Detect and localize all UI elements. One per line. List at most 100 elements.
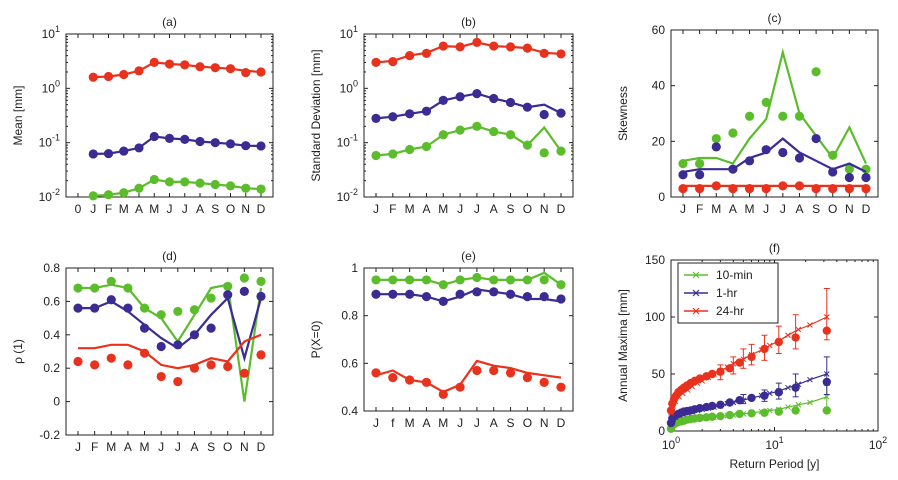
observed-point-blue xyxy=(716,400,725,409)
data-point-blue xyxy=(210,138,220,148)
data-point-red xyxy=(388,57,398,67)
data-point-green xyxy=(489,126,499,137)
data-point-green xyxy=(73,283,83,293)
data-point-red xyxy=(90,360,100,370)
observed-point-blue xyxy=(695,404,705,413)
data-point-blue xyxy=(173,340,183,350)
x-tick-label: J xyxy=(780,202,786,216)
data-point-green xyxy=(472,121,482,131)
panel-title: (c) xyxy=(768,11,782,25)
x-tick-label: M xyxy=(438,202,448,216)
x-tick-label: 102 xyxy=(869,435,887,452)
data-point-red xyxy=(438,41,448,51)
data-point-green xyxy=(388,149,398,159)
data-point-red xyxy=(173,376,183,387)
data-point-blue xyxy=(73,303,83,313)
data-point-green xyxy=(223,281,233,291)
data-point-red xyxy=(223,361,233,372)
observed-point-red xyxy=(725,364,735,373)
x-tick-label: M xyxy=(149,202,159,216)
series-line-blue xyxy=(682,137,867,173)
y-axis-label: Skewness xyxy=(616,86,630,141)
x-tick-label: F xyxy=(105,202,112,216)
data-point-blue xyxy=(522,102,532,112)
observed-point-green xyxy=(716,411,725,421)
data-point-red xyxy=(844,184,854,194)
y-tick-label: 0.4 xyxy=(43,328,60,342)
observed-point-blue xyxy=(774,388,783,397)
data-point-red xyxy=(794,181,805,191)
data-point-green xyxy=(539,148,549,158)
data-point-blue xyxy=(556,294,566,304)
data-point-blue xyxy=(438,296,448,306)
data-point-green xyxy=(103,190,114,200)
series-line-blue xyxy=(375,92,562,120)
model-marker-red xyxy=(823,314,830,320)
x-tick-label: J xyxy=(373,202,379,216)
x-tick-label: N xyxy=(845,202,854,216)
series-line-blue xyxy=(93,135,262,155)
data-point-blue xyxy=(695,170,705,180)
data-point-blue xyxy=(744,156,755,166)
data-point-blue xyxy=(223,290,233,300)
data-point-red xyxy=(438,389,448,399)
model-marker-blue xyxy=(785,384,791,391)
y-tick-label: 40 xyxy=(652,79,666,93)
data-point-red xyxy=(189,363,200,373)
data-point-blue xyxy=(388,289,398,299)
x-tick-label: J xyxy=(457,202,463,216)
data-point-blue xyxy=(90,303,100,313)
x-tick-label: O xyxy=(226,202,235,216)
legend-marker-blue xyxy=(692,289,700,297)
x-tick-label: J xyxy=(474,416,480,430)
observed-point-red xyxy=(760,344,769,354)
x-tick-label: J xyxy=(457,416,463,430)
series-line-red xyxy=(375,41,562,64)
observed-point-red xyxy=(774,337,783,347)
model-marker-red xyxy=(807,322,813,328)
y-tick-label: 0.6 xyxy=(43,294,60,308)
data-point-red xyxy=(455,382,465,392)
data-point-green xyxy=(88,191,98,201)
x-tick-label: J xyxy=(158,440,164,454)
data-point-blue xyxy=(156,341,166,352)
data-point-green xyxy=(173,306,183,317)
data-point-red xyxy=(241,67,251,78)
model-marker-green xyxy=(823,393,830,400)
data-point-blue xyxy=(405,289,415,299)
data-point-red xyxy=(695,184,705,194)
x-tick-label: 0 xyxy=(75,202,82,216)
x-tick-label: M xyxy=(438,416,448,430)
x-tick-label: F xyxy=(91,440,98,454)
data-point-red xyxy=(505,42,516,52)
model-marker-green xyxy=(807,399,813,406)
x-tick-label: O xyxy=(523,202,532,216)
data-point-red xyxy=(180,60,190,70)
y-axis-label: Annual Maxima [mm] xyxy=(616,289,630,402)
y-tick-label: 50 xyxy=(652,367,666,381)
data-point-blue xyxy=(811,133,821,144)
data-point-blue xyxy=(556,108,566,118)
y-axis-label: Mean [mm] xyxy=(11,85,25,145)
data-point-blue xyxy=(256,291,266,301)
data-point-green xyxy=(811,67,821,77)
data-point-green xyxy=(421,141,432,152)
data-point-blue xyxy=(195,136,205,147)
x-tick-label: A xyxy=(422,416,430,430)
data-point-red xyxy=(388,373,398,383)
x-tick-label: A xyxy=(795,202,803,216)
x-tick-label: N xyxy=(241,202,250,216)
data-point-blue xyxy=(455,92,465,102)
observed-point-red xyxy=(822,326,831,335)
observed-point-blue xyxy=(707,401,717,411)
series-line-red xyxy=(93,61,262,79)
data-point-blue xyxy=(134,143,144,153)
y-tick-label: 150 xyxy=(645,253,665,267)
x-tick-label: S xyxy=(211,202,219,216)
data-point-red xyxy=(556,49,566,59)
panel-title: (b) xyxy=(461,15,476,29)
series-line-red xyxy=(78,333,262,370)
x-tick-label: A xyxy=(729,202,737,216)
x-tick-label: f xyxy=(391,416,395,430)
